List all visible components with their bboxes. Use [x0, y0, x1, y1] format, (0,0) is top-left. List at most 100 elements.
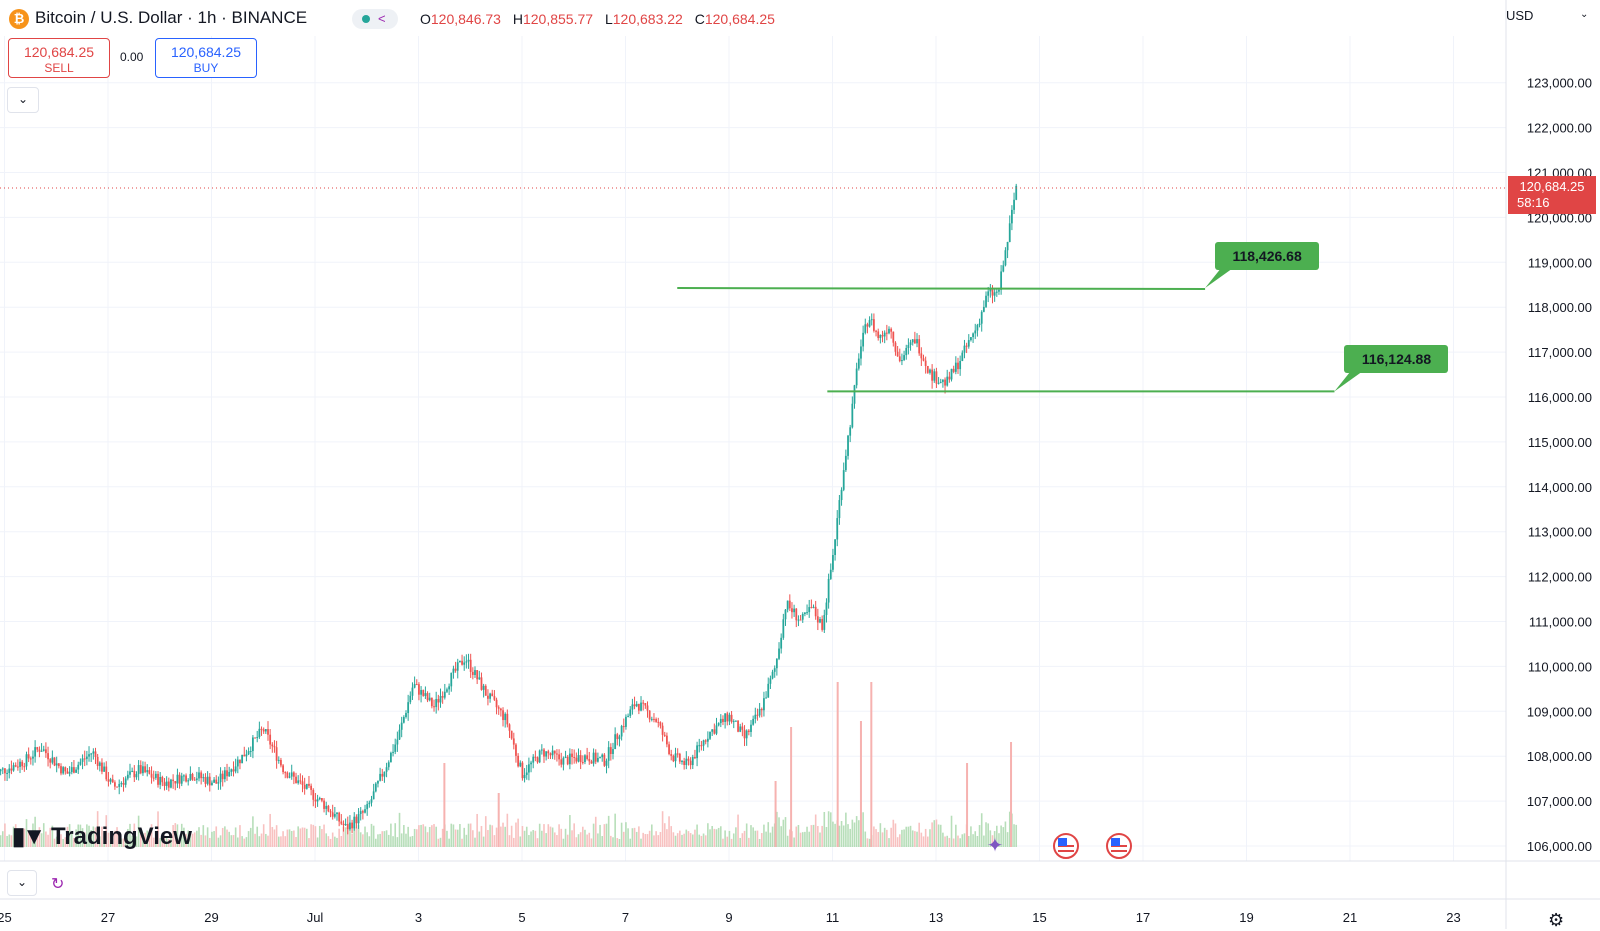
lightning-event-icon[interactable]: ✦ [986, 835, 1004, 857]
candle-body [804, 612, 806, 614]
volume-bar [258, 836, 261, 847]
volume-bar [116, 827, 118, 847]
volume-bar [513, 837, 515, 847]
chevron-down-icon: ⌄ [16, 875, 28, 889]
volume-bar [344, 827, 347, 847]
symbol-title[interactable]: Bitcoin / U.S. Dollar · 1h · BINANCE [35, 8, 308, 27]
volume-bar [359, 832, 362, 847]
tradingview-mark-icon: ▮▼ [12, 823, 46, 850]
candle-body [836, 518, 839, 540]
candle-body [879, 334, 882, 339]
volume-bar [439, 837, 442, 847]
candle-body [497, 707, 500, 709]
volume-bar [551, 827, 554, 847]
candle-body [249, 751, 252, 753]
us-flag-icon[interactable] [1053, 833, 1079, 859]
collapse-legend-button[interactable]: ⌄ [7, 87, 39, 113]
volume-bar [461, 838, 463, 847]
volume-bar [415, 829, 418, 847]
level-label-upper[interactable]: 118,426.68 [1215, 242, 1320, 271]
candle-body [6, 772, 8, 774]
candle-body [275, 747, 278, 761]
volume-bar [989, 830, 992, 847]
tradingview-logo[interactable]: ▮▼ TradingView [12, 822, 192, 851]
share-icon[interactable]: < [378, 11, 386, 26]
candle-body [83, 758, 86, 760]
x-tick-label: 9 [725, 910, 732, 925]
candle-body [752, 718, 755, 725]
candle-body [560, 759, 563, 765]
volume-bar [741, 833, 744, 847]
volume-bar [219, 835, 222, 847]
volume-bar [469, 823, 472, 847]
volume-bar [793, 837, 795, 847]
currency-selector[interactable]: USD ⌄ [1506, 8, 1590, 34]
candle-body [411, 687, 414, 696]
candle-body [124, 778, 127, 785]
candle-body [413, 684, 416, 688]
volume-bar [500, 826, 502, 847]
ohlc-readout: O120,846.73 H120,855.77 L120,683.22 C120… [420, 11, 783, 27]
candle-body [696, 745, 698, 759]
collapse-panel-button[interactable]: ⌄ [7, 870, 37, 896]
volume-bar [213, 831, 215, 847]
buy-price: 120,684.25 [170, 44, 242, 60]
candle-body [36, 747, 39, 750]
volume-bar [590, 838, 593, 847]
candle-body [646, 705, 649, 711]
volume-bar [873, 826, 875, 847]
candle-body [390, 752, 392, 763]
candle-body [648, 710, 651, 720]
settings-icon[interactable]: ⚙ [1548, 910, 1565, 930]
volume-bar [187, 830, 190, 847]
candle-body [213, 779, 215, 783]
market-status-pill[interactable]: < [352, 9, 398, 29]
candle-body [584, 755, 586, 763]
y-tick-label: 120,000.00 [1527, 210, 1592, 225]
candle-body [502, 710, 504, 721]
volume-bar [638, 826, 640, 847]
sell-button[interactable]: 120,684.25 SELL [8, 38, 110, 78]
volume-bar [241, 836, 243, 847]
level-label-lower[interactable]: 116,124.88 [1344, 345, 1449, 374]
candle-body [252, 737, 254, 752]
volume-bar [702, 833, 705, 847]
buy-button[interactable]: 120,684.25 BUY [155, 38, 257, 78]
us-flag-icon[interactable] [1106, 833, 1132, 859]
candle-body [344, 824, 347, 826]
volume-bar [202, 825, 205, 847]
volume-bar [687, 831, 690, 847]
volume-bar [172, 825, 174, 847]
candle-body [25, 754, 28, 767]
x-tick-label: 17 [1136, 910, 1150, 925]
candle-body [465, 661, 468, 663]
volume-bar [950, 815, 953, 847]
reload-icon[interactable]: ↻ [51, 876, 65, 893]
candle-body [55, 763, 58, 766]
candle-body [834, 539, 836, 556]
volume-bar [976, 835, 979, 847]
candle-body [756, 714, 759, 716]
candle-body [566, 756, 569, 765]
candle-body [370, 799, 373, 803]
candle-body [694, 756, 696, 759]
volume-bar [467, 823, 470, 847]
candle-body [991, 289, 994, 296]
candle-body [985, 295, 987, 307]
candle-body [737, 720, 739, 732]
candle-body [791, 608, 793, 613]
volume-bar [109, 832, 112, 847]
candle-body [355, 816, 358, 824]
volume-bar [955, 824, 957, 847]
candle-body [905, 348, 908, 356]
volume-bar [853, 822, 856, 847]
candle-body [396, 739, 399, 745]
volume-bar [642, 832, 644, 847]
candle-body [674, 753, 677, 762]
volume-bar [196, 830, 198, 847]
candle-body [732, 721, 735, 723]
volume-bar [105, 815, 108, 847]
candle-body [724, 713, 727, 722]
volume-bar [1000, 825, 1002, 847]
